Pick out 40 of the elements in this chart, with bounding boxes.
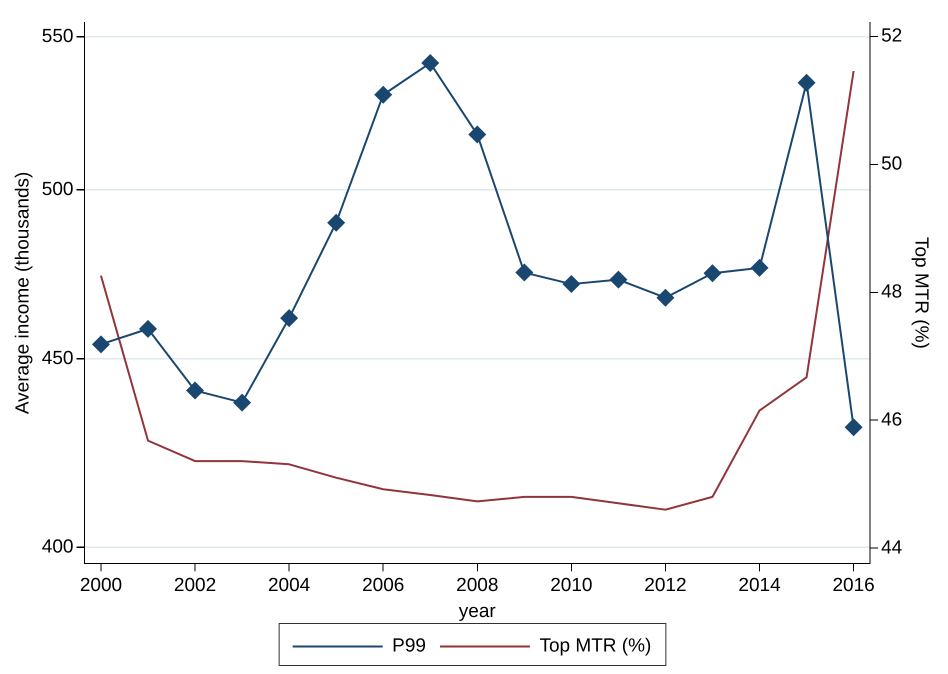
x-tick-label: 2002 xyxy=(174,575,216,596)
y2-tick-label: 50 xyxy=(881,154,902,175)
y-tick-label: 500 xyxy=(42,178,74,200)
point xyxy=(515,264,534,282)
point xyxy=(798,74,816,92)
x-tick-label: 2000 xyxy=(80,575,122,596)
y-tick-label: 550 xyxy=(42,26,74,48)
y2-axis-title: Top MTR (%) xyxy=(910,236,932,349)
y-axis-title: Average income (thousands) xyxy=(12,172,34,414)
x-axis-title: year xyxy=(458,600,496,622)
point xyxy=(421,54,440,72)
point xyxy=(327,214,346,232)
point xyxy=(92,335,110,354)
point xyxy=(280,309,298,328)
legend-label: Top MTR (%) xyxy=(539,636,652,657)
x-tick-label: 2010 xyxy=(550,575,593,596)
y2-tick-label: 46 xyxy=(881,409,902,430)
y2-tick-label: 44 xyxy=(881,537,903,558)
x-tick-label: 2004 xyxy=(268,575,311,596)
point xyxy=(656,288,674,307)
point xyxy=(233,394,252,412)
point xyxy=(374,86,392,104)
point xyxy=(468,126,486,144)
y2-tick-label: 52 xyxy=(881,26,902,47)
point xyxy=(186,382,204,400)
point xyxy=(750,258,769,277)
point xyxy=(703,264,722,282)
y-tick-label: 450 xyxy=(42,348,74,369)
x-tick-label: 2008 xyxy=(456,575,498,596)
x-tick-label: 2012 xyxy=(644,575,687,596)
point xyxy=(844,418,863,436)
point xyxy=(562,275,580,294)
point xyxy=(609,270,628,289)
point xyxy=(139,320,158,338)
x-tick-label: 2016 xyxy=(832,575,875,596)
y2-tick-label: 48 xyxy=(881,281,902,302)
x-tick-label: 2006 xyxy=(362,575,404,596)
legend-label: P99 xyxy=(392,636,426,657)
y-tick-label: 400 xyxy=(42,536,74,558)
x-tick-label: 2014 xyxy=(738,575,782,596)
